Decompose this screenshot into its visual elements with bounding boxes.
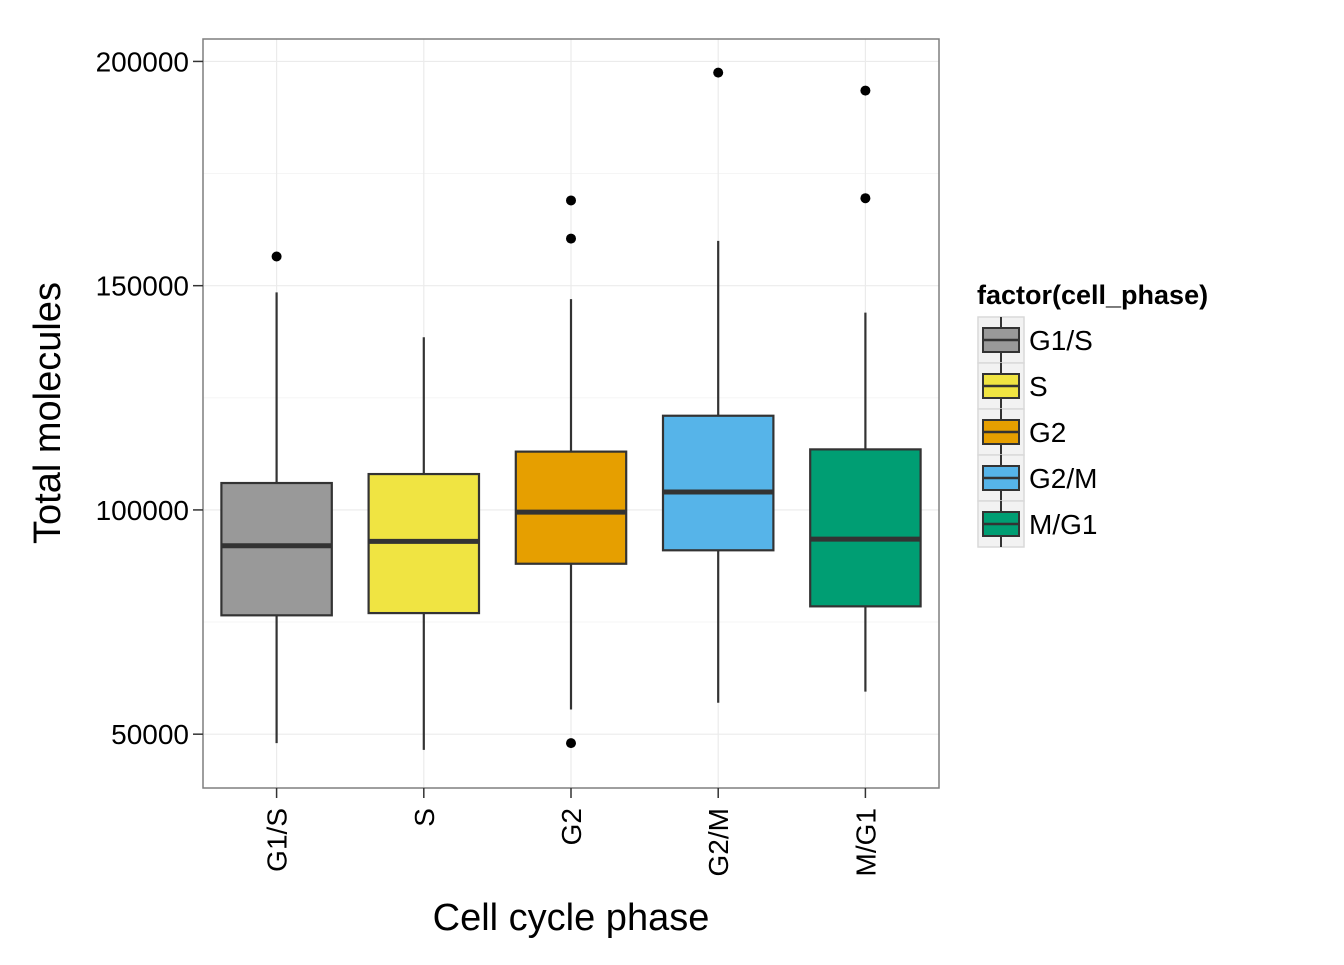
x-tick-label: S	[409, 808, 440, 827]
box-group	[220, 251, 333, 744]
box	[661, 414, 775, 552]
y-axis-title: Total molecules	[27, 282, 69, 544]
box	[514, 450, 628, 565]
legend: factor(cell_phase) G1/S S G2 G2/M M/G1	[977, 280, 1208, 548]
legend-label: G2/M	[1029, 463, 1097, 494]
y-tick-label: 50000	[111, 719, 189, 750]
x-tick-label: M/G1	[850, 808, 881, 876]
box-group	[367, 337, 481, 750]
legend-label: G2	[1029, 417, 1066, 448]
legend-label: G1/S	[1029, 325, 1093, 356]
box-group	[514, 195, 628, 749]
outlier-point	[566, 233, 576, 244]
legend-items: G1/S S G2 G2/M M/G1	[977, 316, 1097, 548]
legend-item: G1/S	[977, 316, 1093, 364]
y-tick-label: 200000	[96, 46, 189, 77]
x-tick-label: G2/M	[703, 808, 734, 876]
box	[809, 448, 922, 608]
legend-title: factor(cell_phase)	[977, 280, 1208, 310]
legend-label: S	[1029, 371, 1048, 402]
outlier-point	[566, 195, 576, 206]
box-layer	[220, 67, 922, 750]
legend-label: M/G1	[1029, 509, 1097, 540]
outlier-point	[713, 67, 724, 78]
x-tick-label: G2	[556, 808, 587, 845]
outlier-point	[860, 193, 871, 204]
box-group	[809, 85, 922, 692]
outlier-point	[566, 738, 576, 749]
box	[220, 481, 333, 617]
box-group	[661, 67, 775, 703]
outlier-point	[271, 251, 282, 262]
legend-item: G2/M	[977, 454, 1097, 502]
x-axis-title: Cell cycle phase	[433, 897, 710, 939]
y-tick-label: 150000	[96, 271, 189, 302]
outlier-point	[860, 85, 871, 96]
legend-item: S	[977, 362, 1048, 410]
axis-layer: 50000 100000 150000 200000 G1/S S G2 G2/M M/G1	[96, 46, 882, 876]
legend-item: M/G1	[977, 500, 1097, 548]
legend-item: G2	[977, 408, 1066, 456]
x-tick-label: G1/S	[262, 808, 293, 872]
y-tick-label: 100000	[96, 495, 189, 526]
